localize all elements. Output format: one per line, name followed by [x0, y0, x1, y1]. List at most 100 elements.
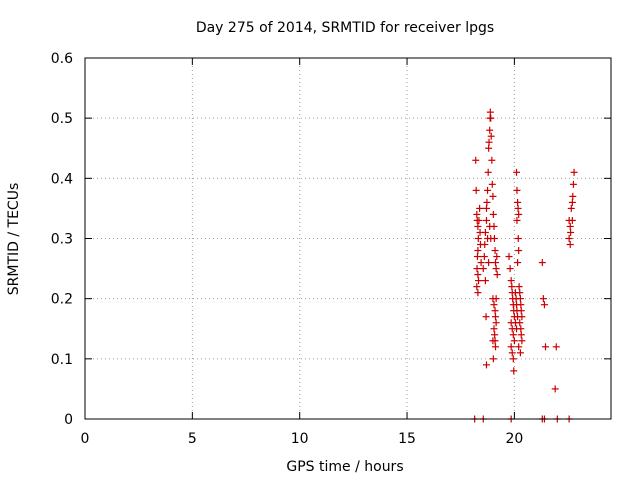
data-point: [491, 307, 499, 315]
data-point: [486, 108, 494, 116]
data-point: [568, 216, 576, 224]
data-point: [509, 355, 517, 363]
y-tick-label: 0: [64, 412, 73, 428]
x-tick-label: 10: [291, 431, 309, 447]
data-point: [513, 168, 521, 176]
data-point: [490, 222, 498, 230]
data-point: [473, 265, 481, 273]
data-point: [540, 301, 548, 309]
data-point: [514, 235, 522, 242]
data-point: [517, 301, 525, 309]
x-tick-label: 0: [81, 431, 90, 447]
data-point: [475, 216, 483, 224]
data-point: [516, 295, 524, 303]
data-point: [472, 156, 480, 164]
data-point: [509, 331, 517, 339]
data-point: [481, 228, 489, 236]
chart-title: Day 275 of 2014, SRMTID for receiver lpg…: [196, 20, 494, 36]
data-point: [493, 253, 501, 261]
y-axis-label: SRMTID / TECUs: [6, 183, 22, 296]
data-point: [516, 319, 524, 327]
data-point: [567, 228, 575, 236]
axis-ticks: [84, 57, 611, 420]
data-point: [482, 313, 490, 321]
data-point: [516, 289, 524, 297]
data-point: [491, 331, 499, 339]
data-point: [483, 198, 491, 206]
data-point: [538, 259, 546, 267]
data-point: [488, 156, 496, 164]
data-point: [513, 216, 521, 224]
data-point: [493, 271, 501, 279]
data-point: [567, 204, 575, 212]
data-point: [491, 247, 499, 255]
data-point: [565, 235, 573, 242]
y-tick-label: 0.5: [51, 111, 73, 127]
data-point: [568, 198, 576, 206]
data-point: [552, 343, 560, 351]
x-tick-label: 20: [505, 431, 523, 447]
data-point: [475, 277, 483, 285]
data-point: [492, 295, 500, 303]
data-point: [482, 361, 490, 369]
data-point: [570, 168, 578, 176]
data-point: [476, 204, 484, 212]
tick-labels: 0 0.1 0.2 0.3 0.4 0.5 0.6 0 5 10 15 20: [51, 51, 524, 447]
data-point: [514, 198, 522, 206]
data-point: [473, 253, 481, 261]
y-tick-label: 0.3: [51, 232, 73, 248]
data-point: [566, 241, 574, 249]
data-point: [474, 289, 482, 297]
data-point: [569, 192, 577, 200]
data-point: [518, 313, 526, 321]
data-point: [551, 385, 559, 393]
data-point: [481, 277, 489, 285]
data-point: [491, 313, 499, 321]
data-point: [518, 337, 526, 345]
y-tick-label: 0.4: [51, 171, 73, 187]
data-point: [505, 253, 513, 261]
data-point: [486, 126, 494, 134]
data-point: [514, 204, 522, 212]
data-point: [517, 325, 525, 333]
data-point: [474, 271, 482, 279]
data-point: [515, 343, 523, 351]
data-point: [485, 144, 493, 152]
data-point: [489, 210, 497, 218]
data-point: [474, 222, 482, 230]
data-point: [484, 168, 492, 176]
data-point: [472, 186, 480, 194]
x-tick-label: 5: [188, 431, 197, 447]
data-point: [515, 283, 523, 291]
data-point: [517, 331, 525, 339]
data-point: [515, 247, 523, 255]
data-point: [485, 259, 493, 267]
data-point: [510, 367, 518, 375]
data-point: [481, 241, 489, 249]
data-point: [507, 277, 515, 285]
plot-frame: [84, 57, 612, 420]
data-point: [510, 337, 518, 345]
data-point: [513, 186, 521, 194]
data-point: [508, 283, 516, 291]
y-tick-label: 0.1: [51, 352, 73, 368]
data-point: [507, 343, 515, 351]
data-point: [508, 349, 516, 357]
data-point: [489, 355, 497, 363]
data-point: [489, 337, 497, 345]
data-point: [515, 210, 523, 218]
data-point: [490, 301, 498, 309]
data-point: [542, 343, 550, 351]
data-point: [489, 192, 497, 200]
data-point: [473, 283, 481, 291]
data-point: [490, 325, 498, 333]
data-point: [482, 216, 490, 224]
data-point: [491, 259, 499, 267]
data-point: [479, 265, 487, 273]
y-tick-label: 0.6: [51, 51, 73, 67]
data-point: [487, 132, 495, 140]
data-point: [569, 180, 577, 188]
data-point: [492, 265, 500, 273]
data-point: [490, 235, 498, 242]
